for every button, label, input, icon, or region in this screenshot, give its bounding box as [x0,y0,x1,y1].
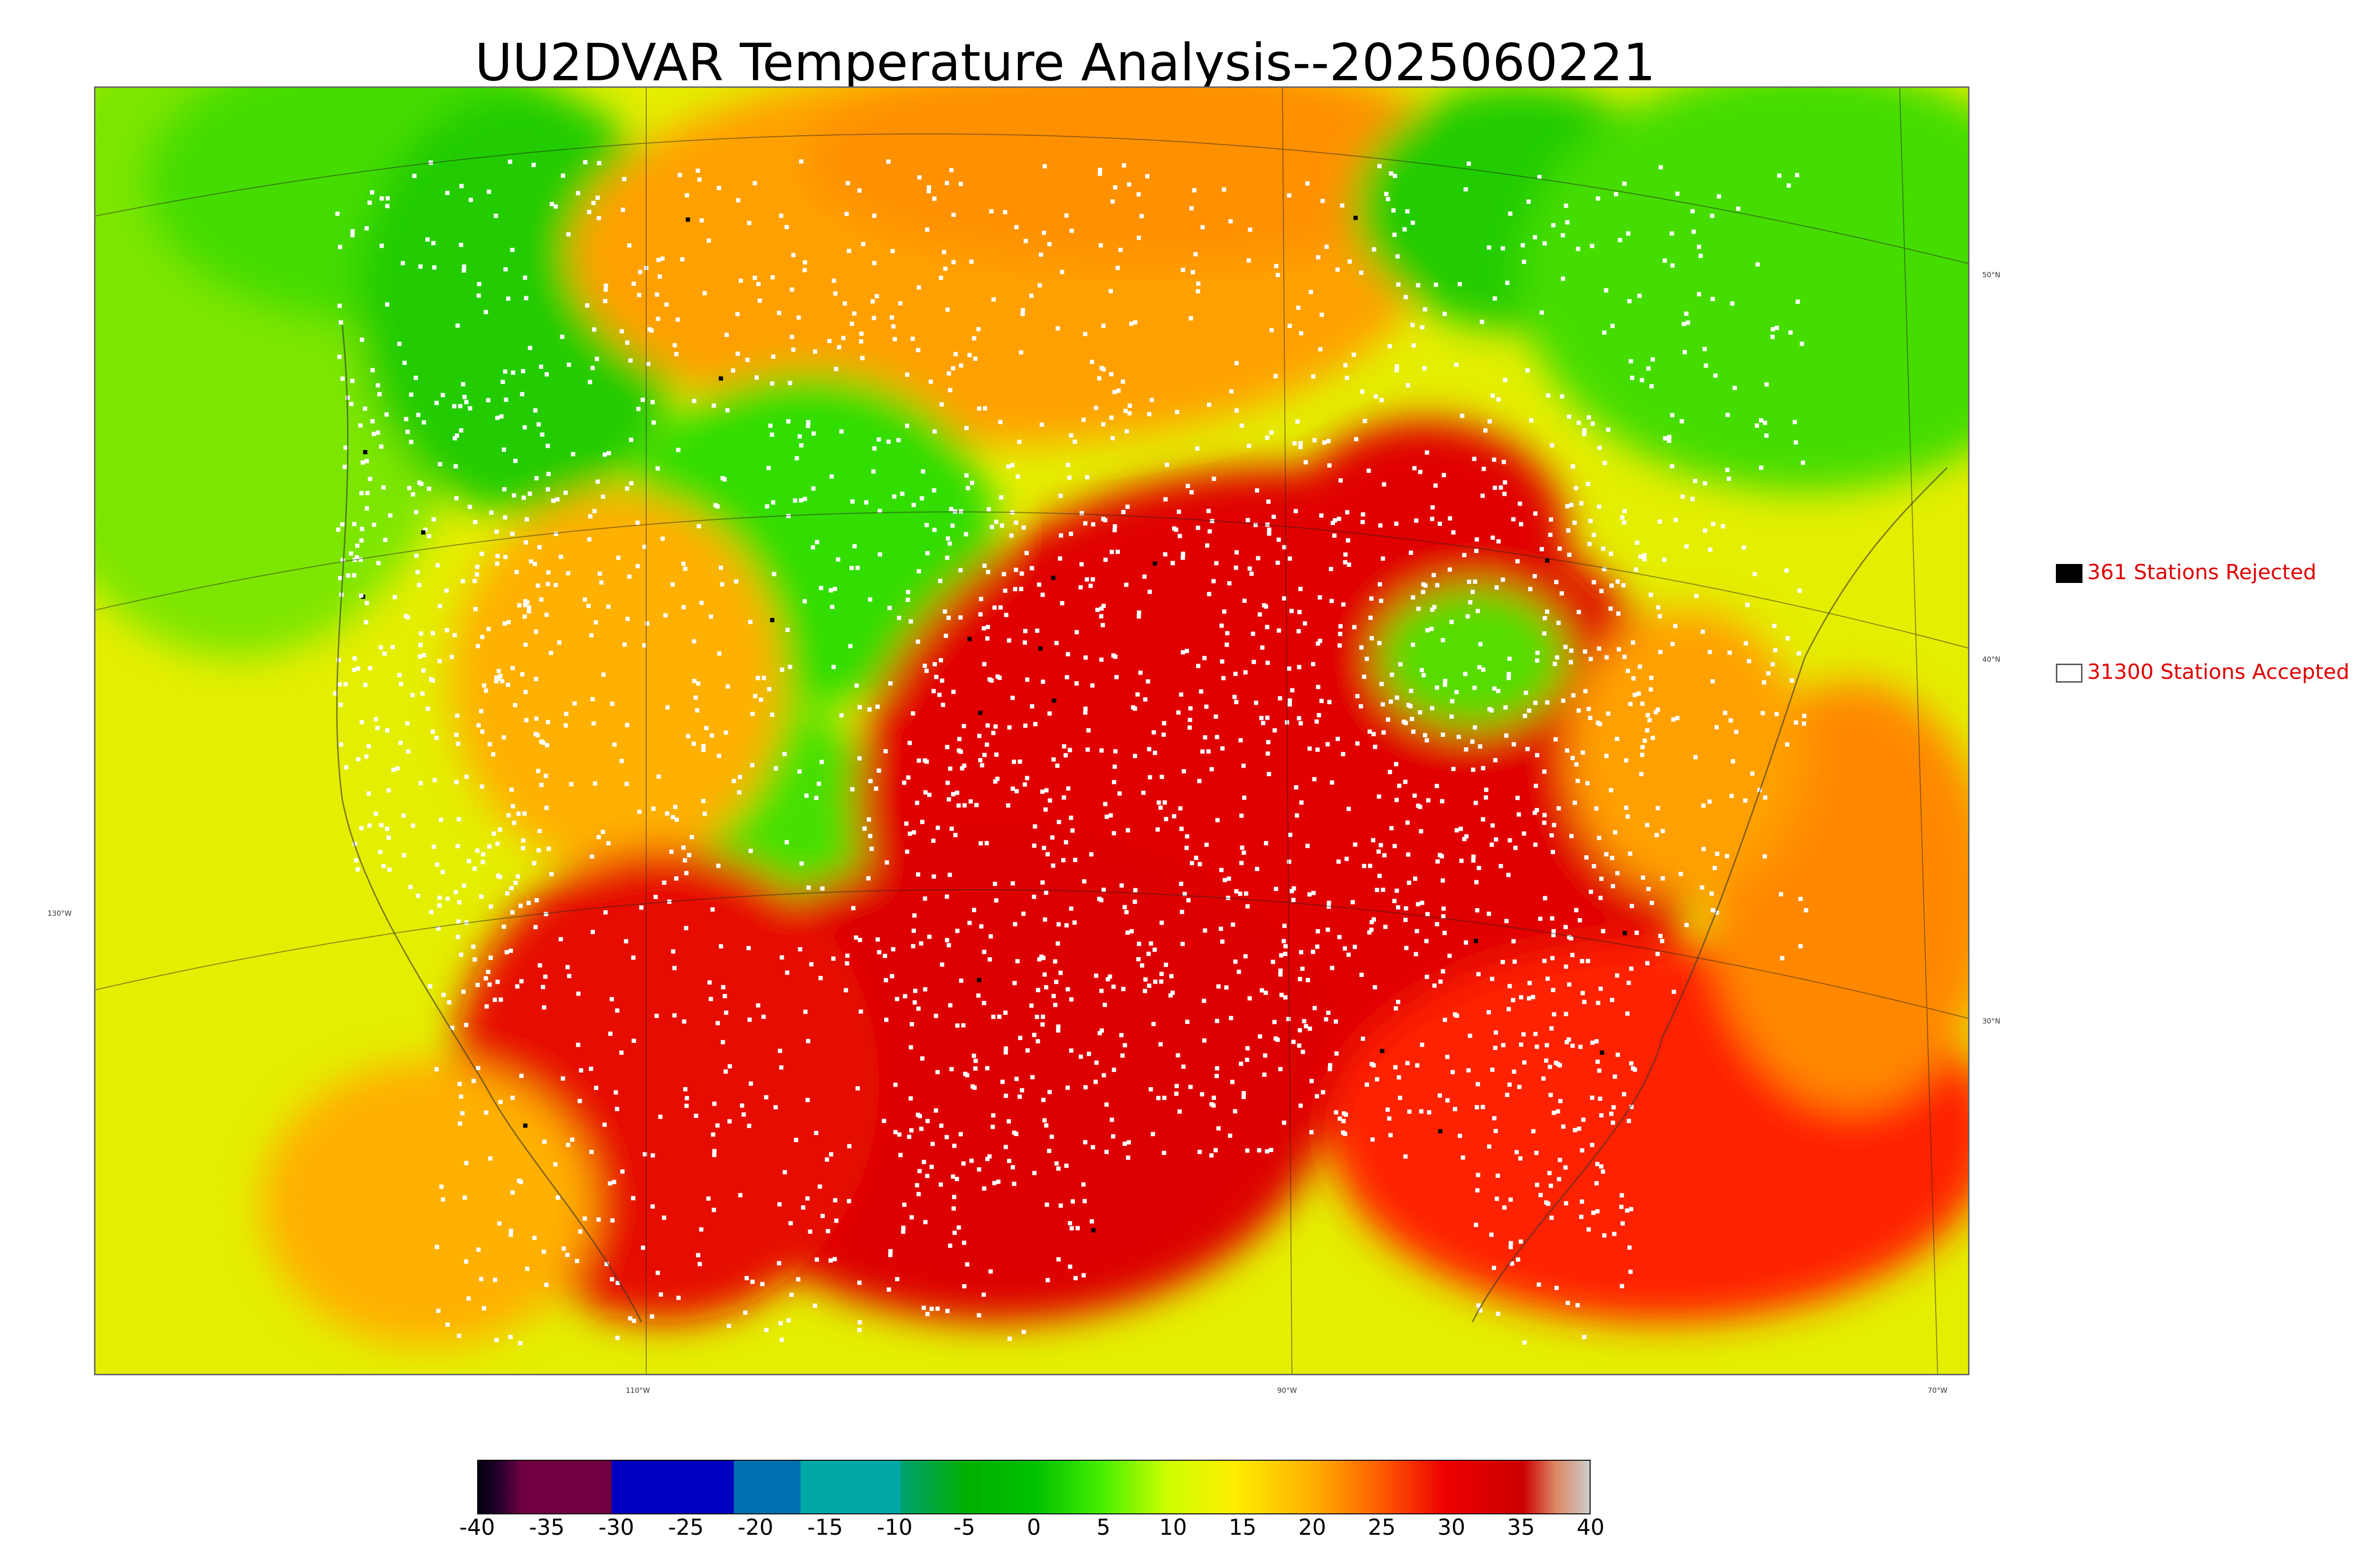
graticule [95,88,1968,1374]
colorbar-tick: -10 [876,1514,913,1540]
temperature-blobs [95,88,1968,1346]
colorbar-tick: -30 [598,1514,634,1540]
rejected-swatch [2056,564,2082,583]
colorbar-tick: -25 [668,1514,704,1540]
lat-label-40n: 40°N [1982,655,2000,664]
colorbar-tick: 10 [1159,1514,1187,1540]
temperature-map[interactable] [94,86,1969,1375]
colorbar-tick: 0 [1027,1514,1041,1540]
colorbar-tick: 15 [1228,1514,1257,1540]
colorbar-tick: 5 [1096,1514,1111,1540]
colorbar [477,1460,1591,1514]
map-title: UU2DVAR Temperature Analysis--2025060221 [475,33,1656,93]
colorbar-tick: -15 [807,1514,843,1540]
lat-label-130w: 130°W [47,909,72,918]
colorbar-tick: -35 [528,1514,565,1540]
colorbar-tick: 35 [1507,1514,1535,1540]
colorbar-tick: 25 [1368,1514,1396,1540]
accepted-label: 31300 Stations Accepted [2087,660,2350,684]
coastline [336,325,1948,1323]
station-dots [333,159,1809,1345]
lat-label-50n: 50°N [1982,271,2000,279]
lat-label-30n: 30°N [1982,1017,2000,1025]
lon-label-70w: 70°W [1928,1386,1948,1395]
colorbar-tick: 40 [1576,1514,1605,1540]
accepted-swatch [2056,664,2082,683]
colorbar-tick: -5 [953,1514,975,1540]
temperature-field [95,88,1968,1374]
rejected-label: 361 Stations Rejected [2087,560,2317,584]
colorbar-tick: -40 [459,1514,495,1540]
colorbar-tick: 20 [1298,1514,1327,1540]
lon-label-90w: 90°W [1277,1386,1297,1395]
lon-label-110w: 110°W [626,1386,650,1395]
colorbar-tick: 30 [1437,1514,1466,1540]
colorbar-tick: -20 [737,1514,773,1540]
